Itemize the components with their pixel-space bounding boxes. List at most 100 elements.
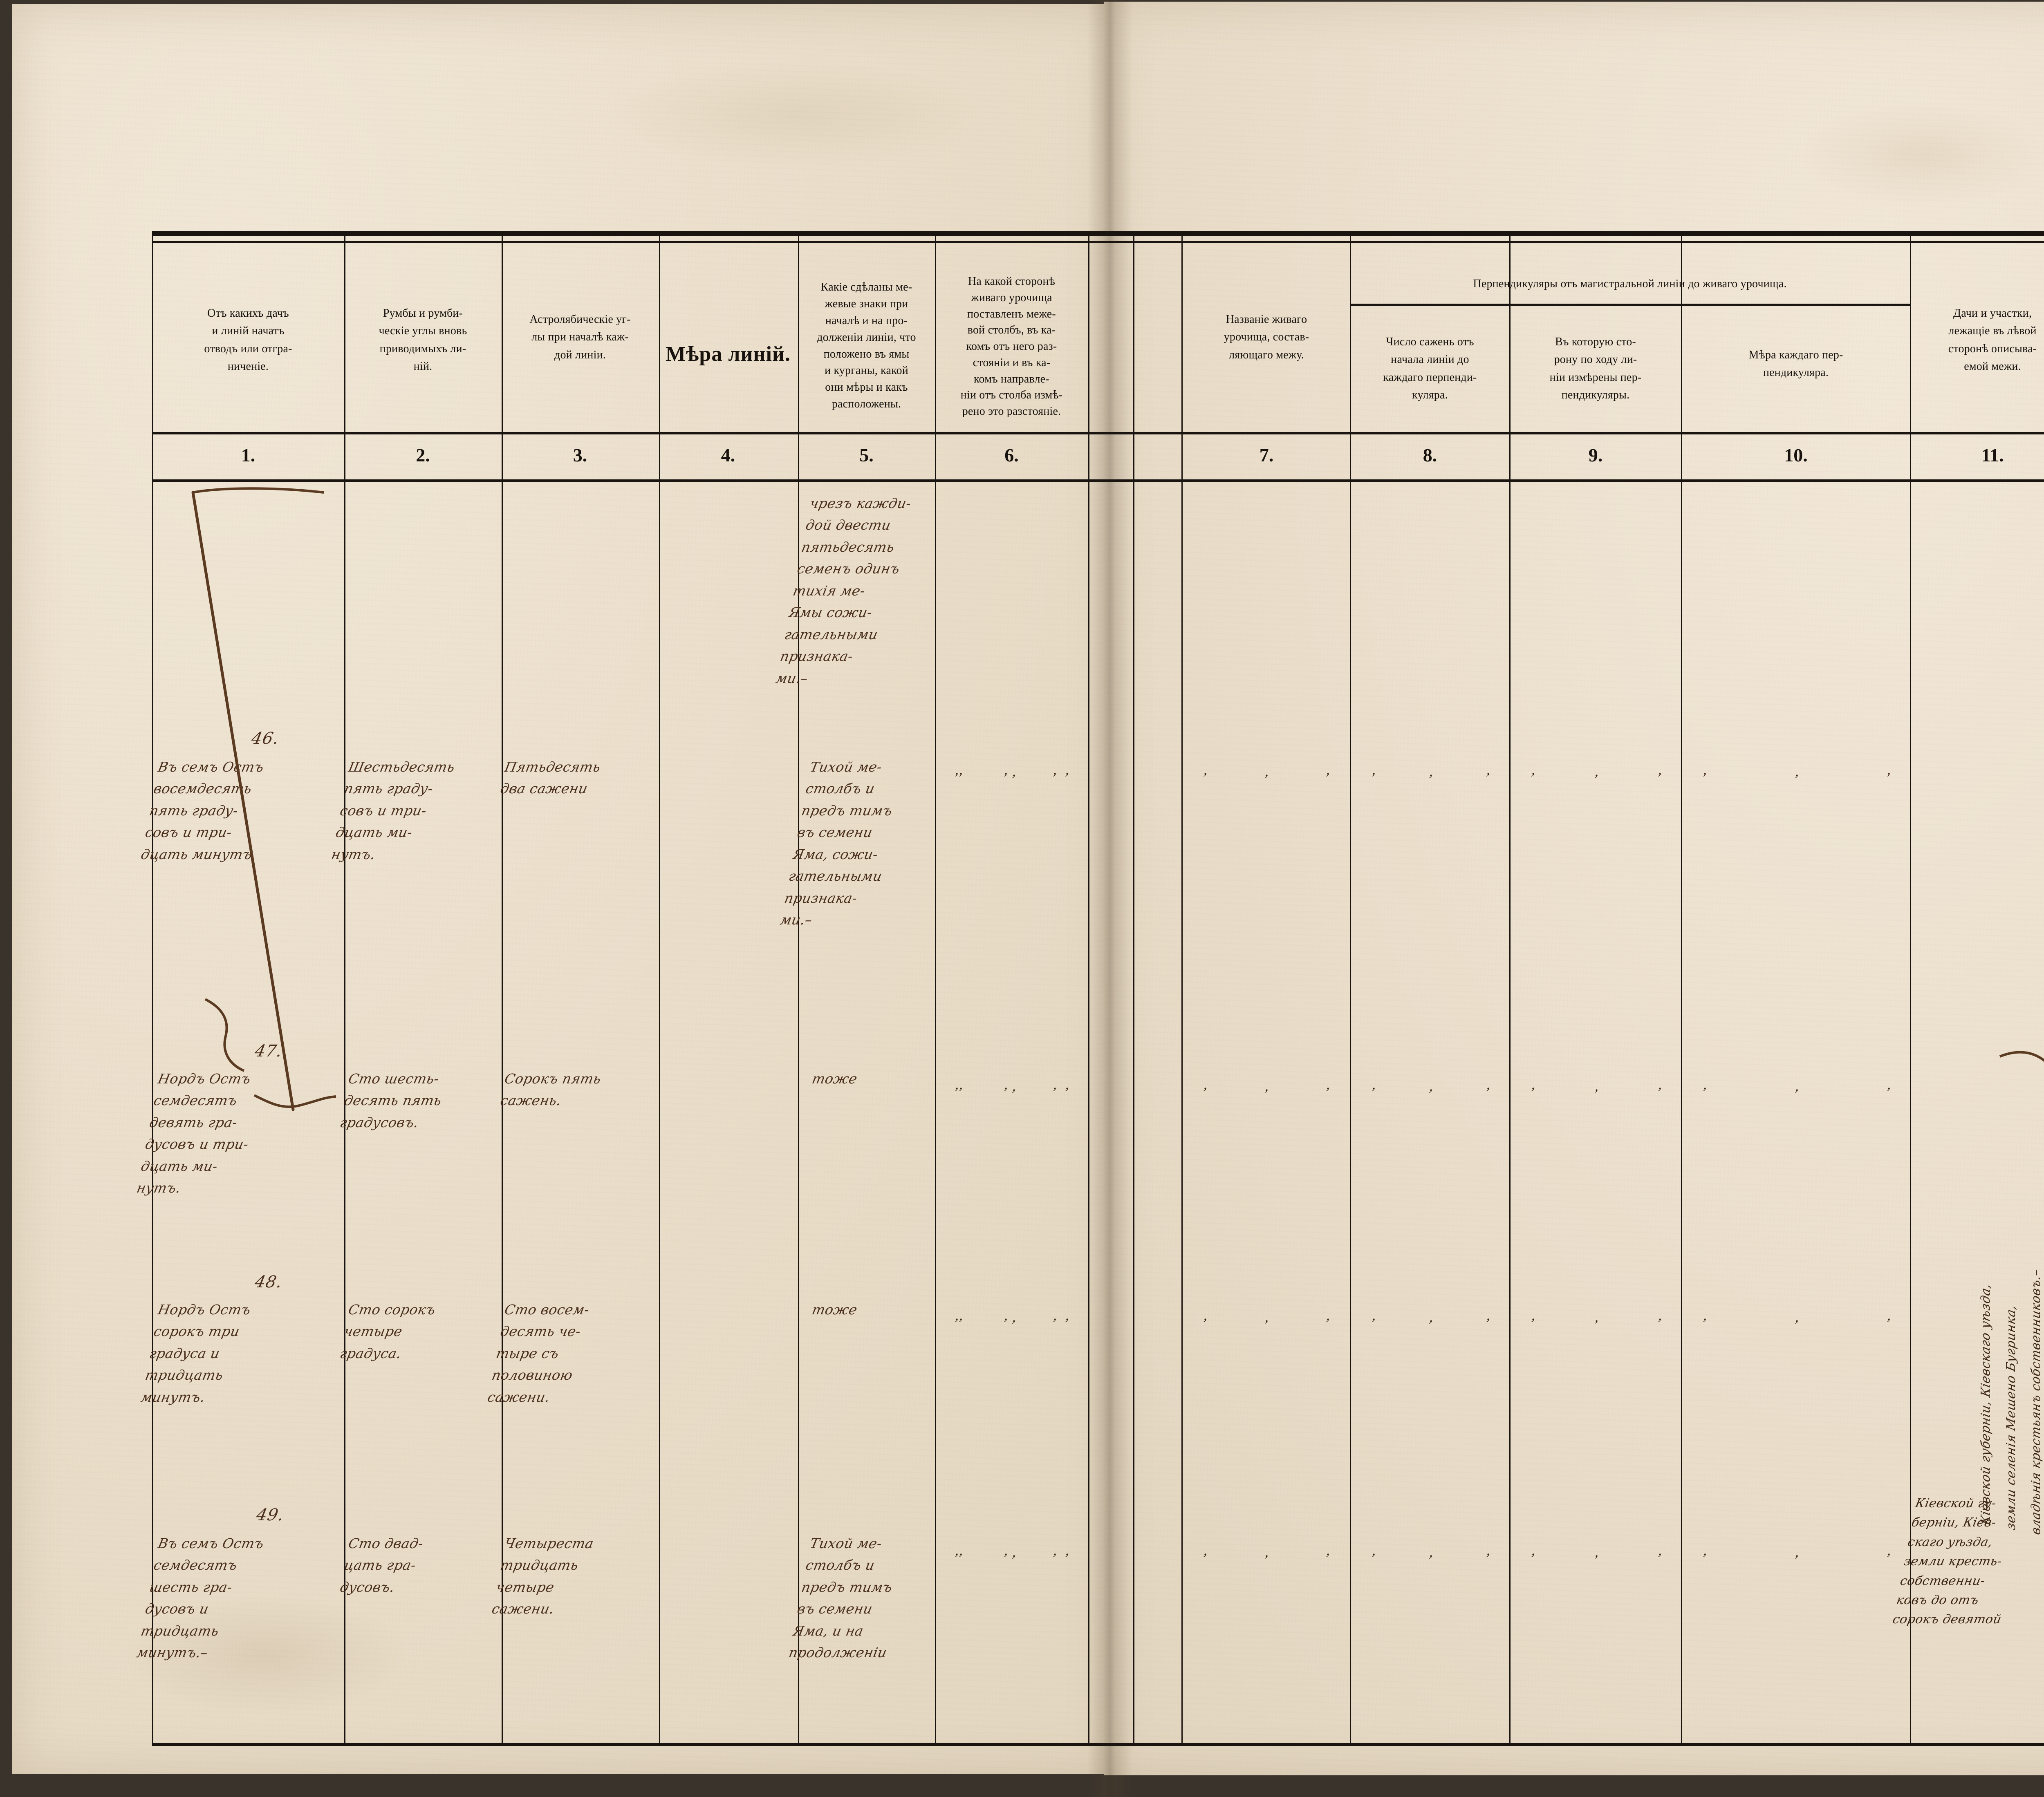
group-header-perpendiculars: Перпендикуляры отъ магистральной линіи д…	[1473, 277, 1787, 290]
column-number-4: 4.	[721, 445, 735, 465]
entry-47-col1: Нордъ Остъ семдесятъ девять гра- дусовъ …	[135, 1071, 252, 1196]
tick-mark: ’	[1883, 1085, 1892, 1100]
tick-mark: ’	[1483, 1085, 1492, 1100]
entry-48-col3: Сто восем- десять че- тыре съ половиною …	[486, 1302, 591, 1405]
tick-mark: ’	[1261, 772, 1270, 787]
tick-mark: ’	[1791, 1087, 1800, 1102]
tick-mark: ’	[1000, 1316, 1009, 1331]
entry-46-col1: Въ семъ Остъ восемдесять пять граду- сов…	[139, 759, 265, 862]
group-header-rule	[1350, 304, 1910, 306]
table-bottom-rule	[152, 1743, 2044, 1746]
col-rule-0	[152, 231, 153, 1746]
column-number-5: 5.	[859, 445, 874, 465]
tick-mark: ’	[1261, 1087, 1270, 1102]
tick-mark: ’	[1049, 1316, 1058, 1331]
entry-number-48: 48.	[253, 1273, 284, 1291]
tick-mark: ’	[1009, 1087, 1018, 1102]
tick-mark: ’	[1200, 1551, 1209, 1566]
tick-mark: ’	[1699, 1551, 1708, 1566]
tick-mark: ’	[1591, 1318, 1600, 1333]
column-header-5: Какіе сдѣланы ме- жевые знаки при началѣ…	[817, 281, 916, 411]
tick-mark: ’	[1528, 1316, 1537, 1331]
tick-mark: ’	[1654, 1551, 1663, 1566]
col11-estate-note-bottom: Кіевской гу- берніи, Кіев- скаго уѣзда, …	[1891, 1496, 2003, 1627]
table-top-rule	[152, 231, 2044, 236]
entry-48-col2: Сто сорокъ четыре градуса.	[338, 1302, 437, 1361]
column-number-11: 11.	[1981, 445, 2004, 465]
tick-mark: ’	[1654, 1316, 1663, 1331]
tick-mark: ’	[1000, 1551, 1009, 1566]
column-number-2: 2.	[416, 445, 430, 465]
tick-mark: ’	[1883, 1551, 1892, 1566]
tick-mark: ’	[1528, 1085, 1537, 1100]
entry-49-col3: Четыреста тридцать четыре сажени.	[490, 1535, 595, 1617]
tick-mark: ’	[1528, 770, 1537, 785]
col-rule-10	[1681, 231, 1682, 1746]
tick-mark: ’	[1591, 1553, 1600, 1568]
column-number-8: 8.	[1423, 445, 1437, 465]
tick-mark: ’	[1000, 770, 1009, 785]
entry-47-col2: Сто шесть- десять пять градусовъ.	[338, 1071, 443, 1130]
tick-mark: ’	[1062, 1316, 1071, 1331]
col-rule-4	[798, 231, 799, 1746]
column-number-9: 9.	[1588, 445, 1603, 465]
tick-mark: ’	[1368, 770, 1377, 785]
column-header-7: Названіе живаго урочища, состав- ляющаго…	[1224, 313, 1309, 361]
tick-mark: ’	[1368, 1551, 1377, 1566]
tick-mark: ’	[1791, 1553, 1800, 1568]
column-number-10: 10.	[1784, 445, 1808, 465]
tick-mark: ’	[1699, 770, 1708, 785]
column-header-9: Въ которую сто- рону по ходу ли- ніи изм…	[1549, 336, 1642, 402]
col-rule-6	[1088, 231, 1089, 1746]
tick-mark: ’	[1654, 1085, 1663, 1100]
tick-mark: ’	[1009, 772, 1018, 787]
entry-number-47: 47.	[253, 1042, 284, 1061]
tick-mark: ’	[1483, 770, 1492, 785]
entry-46-col5: Тихой ме- столбъ и предъ тимъ въ семени …	[779, 759, 894, 928]
tick-mark: ’	[1322, 1316, 1331, 1331]
col-rule-1	[344, 231, 345, 1746]
tick-mark: ’	[1200, 770, 1209, 785]
tick-mark: ’	[1425, 772, 1434, 787]
entry-47-col5: тоже	[811, 1071, 859, 1087]
col-rule-gutter-left	[1133, 231, 1134, 1746]
tick-mark: ’	[1049, 1085, 1058, 1100]
col11-estate-note-rotated: Кіевской губерніи, Кіевскаго уѣзда, земл…	[1979, 1268, 2043, 1536]
entry-49-col5: Тихой ме- столбъ и предъ тимъ въ семени …	[787, 1535, 894, 1661]
tick-mark: ’	[1699, 1316, 1708, 1331]
entry-number-49: 49.	[255, 1506, 286, 1524]
tick-mark: ’	[1791, 1318, 1800, 1333]
tick-mark: ’	[1654, 770, 1663, 785]
col-rule-7	[1181, 231, 1183, 1746]
entry-47-col3: Сорокъ пять сажень.	[499, 1071, 603, 1109]
tick-mark: ’	[1009, 1318, 1018, 1333]
entry-46-col3: Пятьдесять два сажени	[499, 759, 602, 797]
tick-mark: ’	[1062, 1551, 1071, 1566]
entry-46-col2: Шестьдесять пять граду- совъ и три- дцат…	[330, 759, 457, 862]
tick-mark: ’	[1200, 1085, 1209, 1100]
column-header-2: Румбы и румби- ческіе углы вновь приводи…	[379, 307, 467, 373]
column-header-4: Мѣра линій.	[666, 342, 791, 366]
entry-49-col1: Въ семъ Остъ семдесятъ шесть гра- дусовъ…	[135, 1535, 265, 1661]
table-top-rule-inner	[152, 241, 2044, 243]
tick-mark: ’	[1200, 1316, 1209, 1331]
col-rule-8	[1350, 231, 1351, 1746]
tick-mark: ’	[1591, 772, 1600, 787]
entry-number-46: 46.	[250, 729, 281, 748]
tick-mark: ’	[1528, 1551, 1537, 1566]
tick-mark: ’	[1425, 1087, 1434, 1102]
column-header-3: Астролябическіе уг- лы при началѣ каж- д…	[529, 313, 631, 361]
tick-mark: ’	[1322, 1085, 1331, 1100]
col-rule-9	[1509, 231, 1511, 1746]
entry-49-col2: Сто двад- цать гра- дусовъ.	[338, 1535, 425, 1595]
col-rule-3	[659, 231, 660, 1746]
header-bottom-rule	[152, 432, 2044, 434]
tick-mark: ’	[1791, 772, 1800, 787]
tick-mark: ’	[1883, 770, 1892, 785]
tick-mark: ’	[1591, 1087, 1600, 1102]
register-table: Отъ какихъ дачъ и линій начатъ отводъ ил…	[135, 231, 2044, 1749]
tick-mark: ’	[1261, 1553, 1270, 1568]
tick-mark: ’	[1049, 770, 1058, 785]
tick-mark: ’	[1261, 1318, 1270, 1333]
